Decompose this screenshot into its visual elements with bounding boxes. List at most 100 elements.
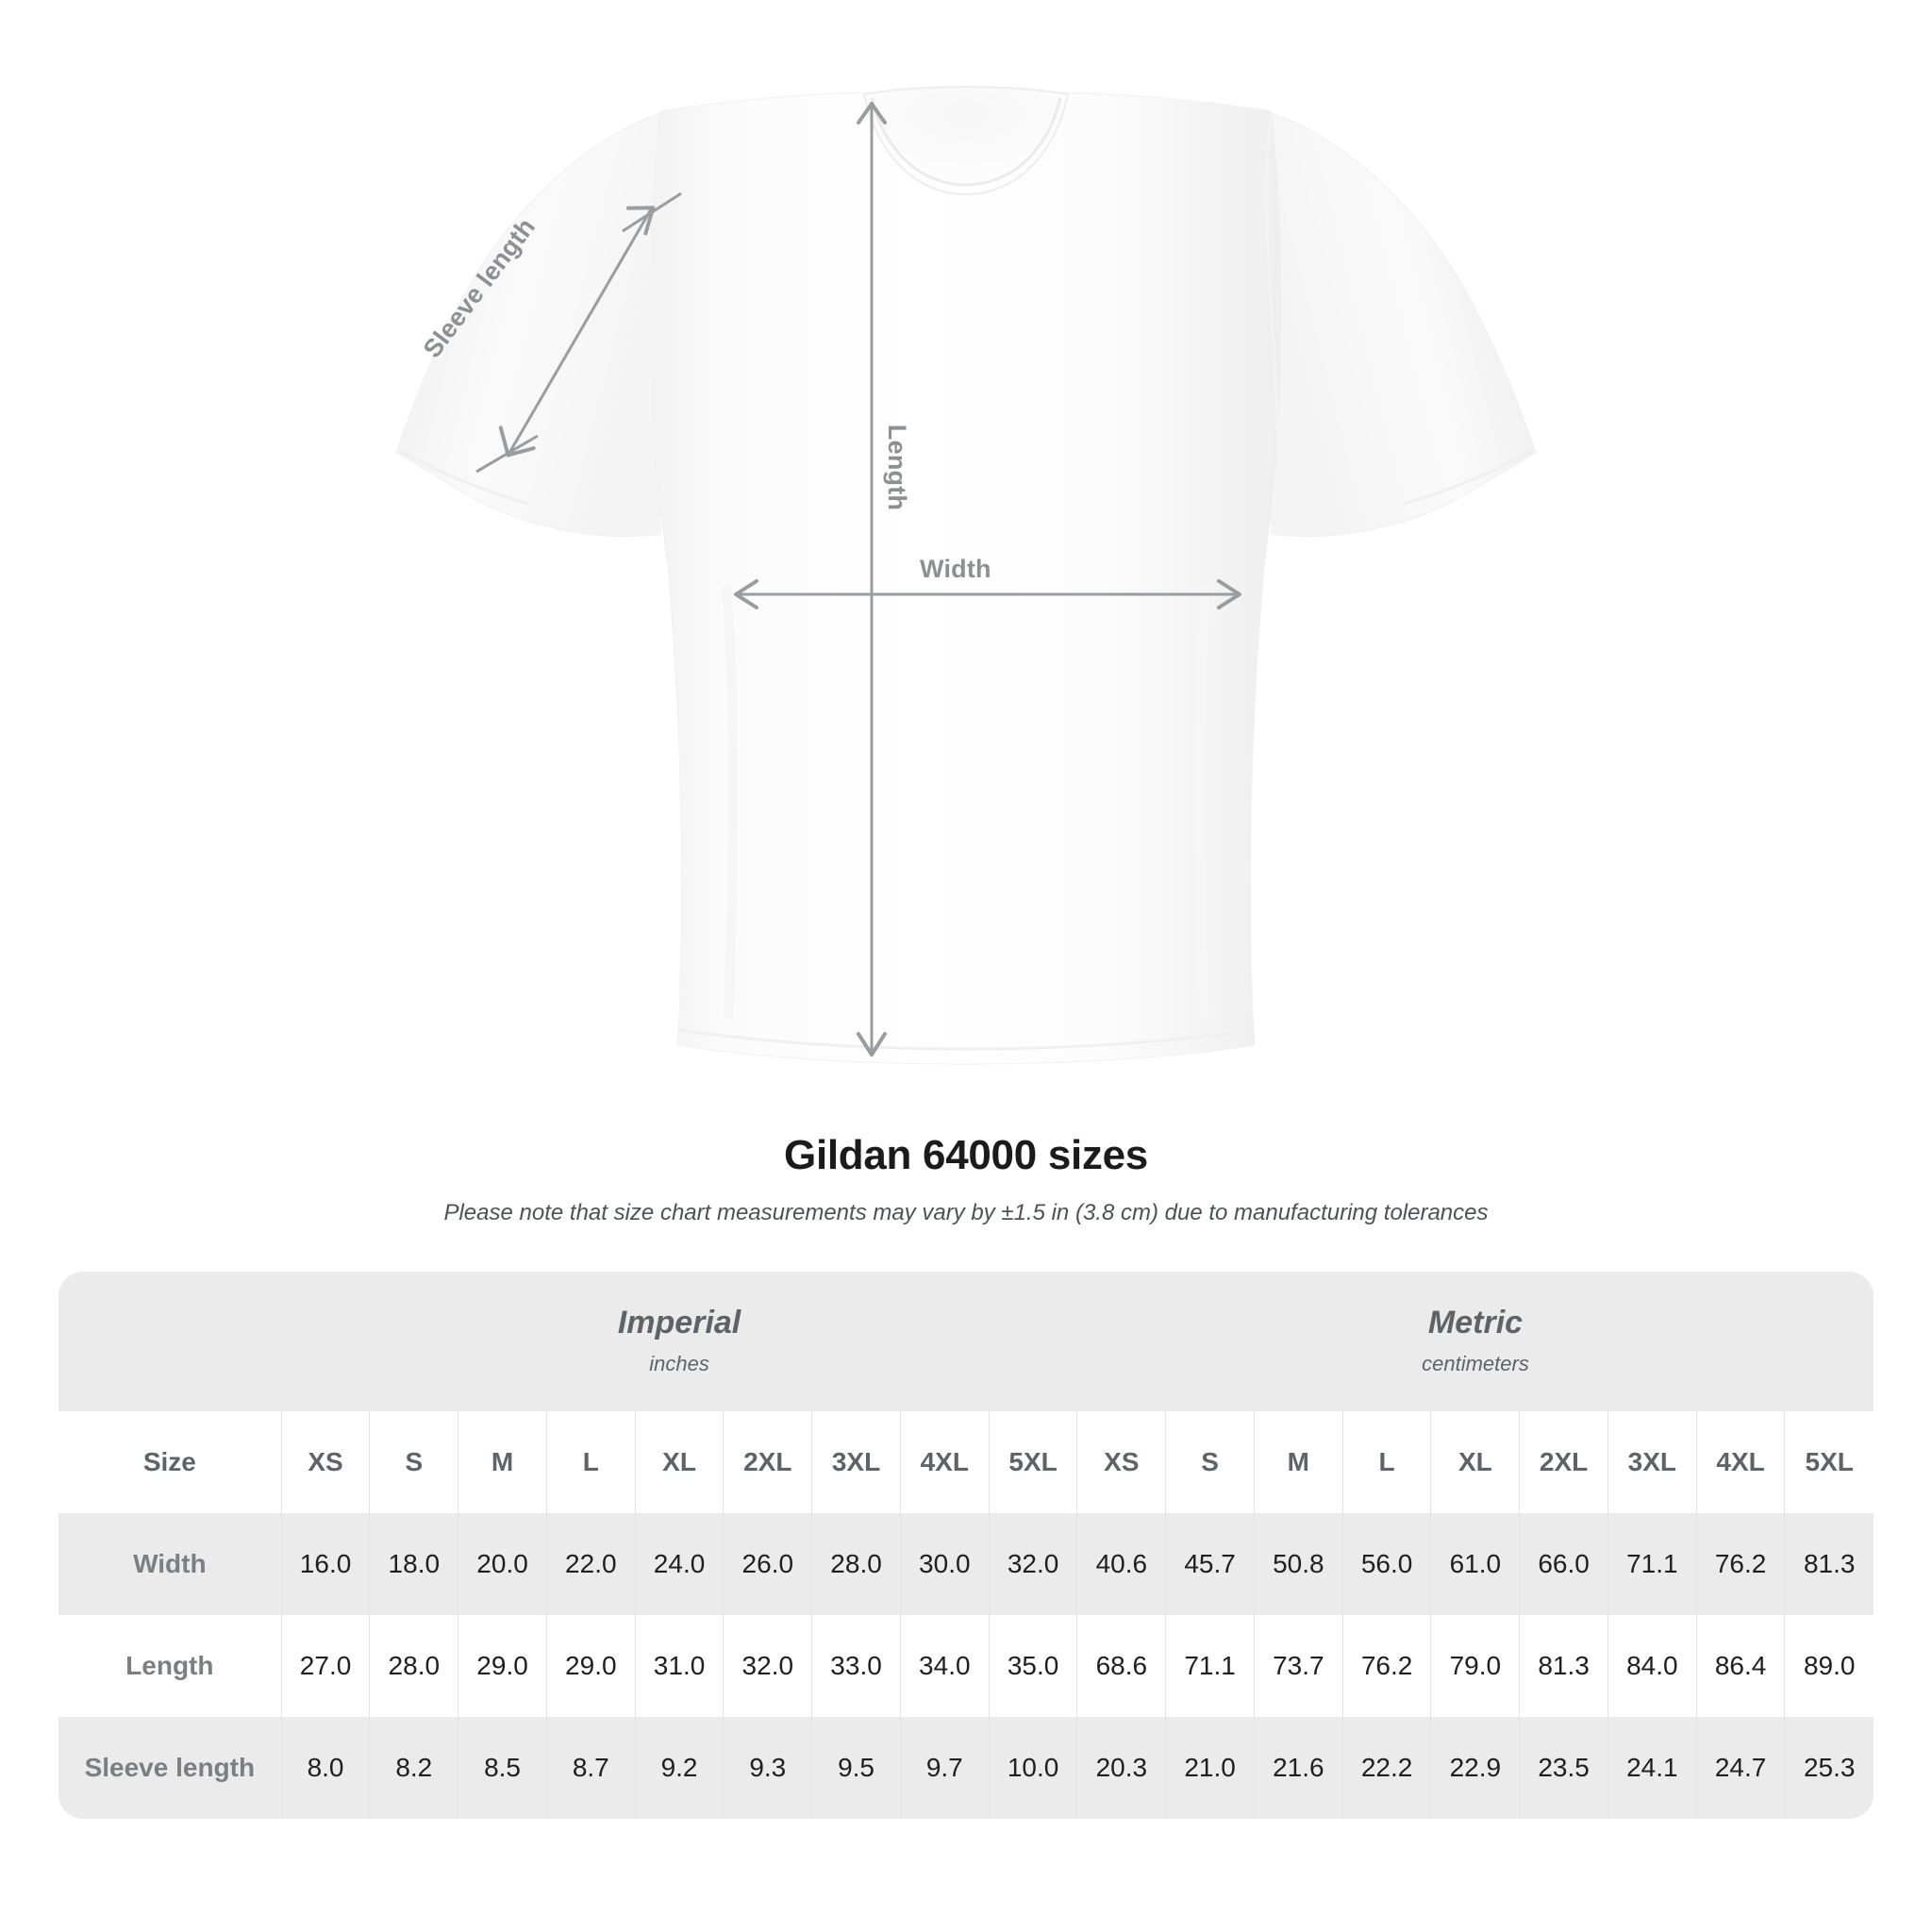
cell-value: 29.0 bbox=[565, 1651, 617, 1680]
size-header-cell-imperial-xl: XL bbox=[634, 1411, 724, 1513]
size-header-text: S bbox=[1201, 1447, 1219, 1476]
tshirt-diagram: Sleeve length Length Width bbox=[395, 85, 1537, 1065]
cell-length-metric-4xl: 86.4 bbox=[1695, 1615, 1785, 1717]
cell-value: 50.8 bbox=[1273, 1549, 1324, 1578]
cell-width-metric-l: 56.0 bbox=[1341, 1513, 1431, 1615]
row-label-length: Length bbox=[58, 1615, 282, 1717]
size-header-cell-imperial-xs: XS bbox=[280, 1411, 370, 1513]
cell-value: 22.9 bbox=[1449, 1753, 1502, 1782]
cell-value: 45.7 bbox=[1184, 1549, 1236, 1578]
cell-value: 31.0 bbox=[653, 1651, 706, 1680]
size-header-text: XL bbox=[1457, 1447, 1492, 1476]
cell-width-imperial-xl: 24.0 bbox=[634, 1513, 724, 1615]
cell-length-imperial-s: 28.0 bbox=[369, 1615, 458, 1717]
cell-width-imperial-2xl: 26.0 bbox=[723, 1513, 812, 1615]
cell-value: 32.0 bbox=[741, 1651, 794, 1680]
cell-width-metric-xl: 61.0 bbox=[1430, 1513, 1520, 1615]
size-header-cell-imperial-s: S bbox=[369, 1411, 458, 1513]
cell-width-metric-3xl: 71.1 bbox=[1607, 1513, 1697, 1615]
size-header-text: XS bbox=[1104, 1447, 1140, 1476]
size-header-cell-metric-5xl: 5XL bbox=[1784, 1411, 1874, 1513]
cell-value: 30.0 bbox=[919, 1549, 971, 1578]
row-label-text: Width bbox=[133, 1549, 207, 1578]
cell-sleeve-length-imperial-m: 8.5 bbox=[458, 1717, 547, 1819]
size-header-cell-metric-m: M bbox=[1253, 1411, 1343, 1513]
cell-value: 24.7 bbox=[1714, 1753, 1767, 1782]
cell-sleeve-length-imperial-l: 8.7 bbox=[545, 1717, 636, 1819]
size-header-cell-imperial-4xl: 4XL bbox=[899, 1411, 990, 1513]
size-header-text: XL bbox=[662, 1447, 696, 1476]
cell-sleeve-length-metric-m: 21.6 bbox=[1253, 1717, 1343, 1819]
cell-sleeve-length-metric-xs: 20.3 bbox=[1076, 1717, 1166, 1819]
cell-value: 27.0 bbox=[299, 1651, 352, 1680]
cell-width-imperial-s: 18.0 bbox=[369, 1513, 458, 1615]
cell-length-imperial-l: 29.0 bbox=[545, 1615, 636, 1717]
cell-value: 71.1 bbox=[1184, 1651, 1236, 1680]
size-header-cell-imperial-5xl: 5XL bbox=[988, 1411, 1077, 1513]
unit-banner-spacer bbox=[58, 1272, 282, 1411]
size-header-cell-imperial-m: M bbox=[458, 1411, 547, 1513]
cell-length-imperial-m: 29.0 bbox=[458, 1615, 547, 1717]
cell-value: 35.0 bbox=[1007, 1651, 1059, 1680]
width-label: Width bbox=[920, 555, 991, 583]
size-chart-table-container: Imperial inches Metric centimeters Size XS S M L… bbox=[58, 1272, 1874, 1819]
size-header-cell-metric-xs: XS bbox=[1076, 1411, 1166, 1513]
title-block: Gildan 64000 sizes Please note that size… bbox=[0, 1132, 1932, 1226]
cell-value: 76.2 bbox=[1714, 1549, 1767, 1578]
size-header-text: L bbox=[1378, 1447, 1395, 1476]
row-label-sleeve-length: Sleeve length bbox=[58, 1717, 282, 1819]
cell-value: 8.7 bbox=[572, 1753, 609, 1782]
length-measurement-arrow bbox=[857, 102, 887, 1057]
cell-width-metric-2xl: 66.0 bbox=[1519, 1513, 1608, 1615]
cell-length-metric-xs: 68.6 bbox=[1076, 1615, 1166, 1717]
cell-width-imperial-3xl: 28.0 bbox=[811, 1513, 901, 1615]
cell-value: 33.0 bbox=[830, 1651, 882, 1680]
size-header-cell-metric-3xl: 3XL bbox=[1607, 1411, 1697, 1513]
unit-name: Metric bbox=[1427, 1305, 1524, 1341]
cell-sleeve-length-metric-5xl: 25.3 bbox=[1784, 1717, 1874, 1819]
cell-value: 81.3 bbox=[1803, 1549, 1856, 1578]
cell-value: 26.0 bbox=[741, 1549, 794, 1578]
cell-width-metric-xs: 40.6 bbox=[1076, 1513, 1166, 1615]
size-header-text: L bbox=[582, 1447, 599, 1476]
cell-value: 81.3 bbox=[1538, 1651, 1590, 1680]
table-row: Width 16.0 18.0 20.0 22.0 24.0 26.0 28.0 30.0 32.… bbox=[58, 1513, 1874, 1615]
cell-value: 86.4 bbox=[1714, 1651, 1767, 1680]
cell-value: 8.0 bbox=[307, 1753, 344, 1782]
cell-value: 76.2 bbox=[1360, 1651, 1413, 1680]
cell-value: 73.7 bbox=[1273, 1651, 1324, 1680]
cell-value: 56.0 bbox=[1360, 1549, 1413, 1578]
cell-value: 40.6 bbox=[1095, 1549, 1148, 1578]
size-header-text: 5XL bbox=[1008, 1447, 1058, 1476]
cell-length-metric-l: 76.2 bbox=[1341, 1615, 1431, 1717]
cell-width-imperial-4xl: 30.0 bbox=[899, 1513, 990, 1615]
unit-subtitle: inches bbox=[649, 1351, 709, 1375]
size-header-text: 4XL bbox=[1716, 1447, 1765, 1476]
cell-value: 34.0 bbox=[919, 1651, 971, 1680]
cell-value: 79.0 bbox=[1449, 1651, 1502, 1680]
size-header-cell-metric-l: L bbox=[1341, 1411, 1431, 1513]
cell-length-imperial-2xl: 32.0 bbox=[723, 1615, 812, 1717]
size-label-text: Size bbox=[142, 1447, 196, 1476]
cell-value: 9.7 bbox=[925, 1753, 963, 1782]
size-header-cell-imperial-l: L bbox=[545, 1411, 636, 1513]
cell-length-imperial-3xl: 33.0 bbox=[811, 1615, 901, 1717]
cell-width-imperial-l: 22.0 bbox=[545, 1513, 636, 1615]
cell-value: 32.0 bbox=[1007, 1549, 1059, 1578]
cell-length-imperial-xs: 27.0 bbox=[280, 1615, 370, 1717]
page-title: Gildan 64000 sizes bbox=[784, 1132, 1148, 1178]
size-header-text: 3XL bbox=[1627, 1447, 1676, 1476]
size-header-text: 3XL bbox=[831, 1447, 881, 1476]
cell-value: 71.1 bbox=[1626, 1549, 1678, 1578]
size-header-cell-metric-s: S bbox=[1165, 1411, 1255, 1513]
cell-value: 28.0 bbox=[388, 1651, 441, 1680]
size-header-text: 5XL bbox=[1805, 1447, 1854, 1476]
cell-width-metric-4xl: 76.2 bbox=[1695, 1513, 1785, 1615]
size-header-text: M bbox=[491, 1447, 514, 1476]
width-measurement-arrow bbox=[734, 579, 1241, 609]
cell-length-imperial-4xl: 34.0 bbox=[899, 1615, 990, 1717]
cell-value: 29.0 bbox=[476, 1651, 528, 1680]
cell-value: 23.5 bbox=[1538, 1753, 1590, 1782]
size-row-label: Size bbox=[58, 1411, 282, 1513]
size-header-cell-imperial-2xl: 2XL bbox=[723, 1411, 812, 1513]
